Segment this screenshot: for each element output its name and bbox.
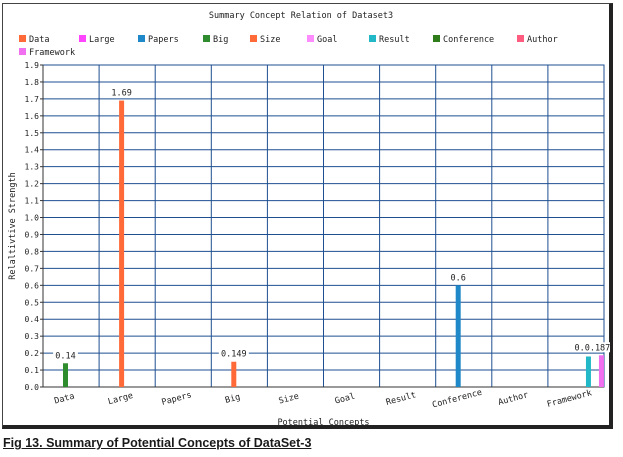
bar-framework-framework	[598, 355, 604, 387]
x-tick-label-data: Data	[53, 392, 75, 407]
data-label-big: 0.149	[221, 350, 247, 360]
legend-swatch-author	[517, 35, 524, 42]
chart-title: Summary Concept Relation of Dataset3	[209, 11, 393, 21]
y-tick-label: 1.5	[25, 129, 40, 138]
bar-big-data	[63, 363, 68, 387]
legend-swatch-size	[250, 35, 257, 42]
x-axis-title: Potential Concepts	[277, 418, 369, 426]
bar-papers-conference	[455, 285, 461, 387]
y-tick-label: 1.7	[25, 95, 40, 104]
legend-swatch-framework	[19, 48, 26, 55]
y-tick-label: 0.4	[25, 315, 40, 324]
y-tick-label: 1.4	[25, 146, 40, 155]
x-tick-label-framework: Framework	[546, 388, 593, 410]
chart-frame: Summary Concept Relation of Dataset3 Data…	[2, 3, 613, 429]
y-tick-label: 0.9	[25, 230, 40, 239]
figure-caption: Fig 13. Summary of Potential Concepts of…	[3, 436, 312, 450]
legend-swatch-conference	[433, 35, 440, 42]
legend-label-result: Result	[379, 35, 410, 45]
x-tick-label-goal: Goal	[334, 392, 356, 407]
bar-chart: Summary Concept Relation of Dataset3 Data…	[8, 11, 610, 426]
x-tick-label-big: Big	[224, 392, 241, 406]
y-axis-title: Relaltivtive Strength	[8, 172, 18, 279]
data-label-bg	[572, 342, 610, 353]
y-tick-label: 1.0	[25, 214, 40, 223]
data-label-bg	[218, 348, 249, 359]
data-label-bg	[448, 272, 468, 283]
legend-swatch-goal	[307, 35, 314, 42]
y-tick-label: 0.0	[25, 383, 40, 392]
legend-label-conference: Conference	[443, 35, 494, 45]
x-tick-label-large: Large	[107, 391, 134, 407]
data-label-data: 0.14	[55, 351, 75, 361]
legend-label-data: Data	[29, 35, 49, 45]
bar-data-large	[119, 100, 125, 387]
x-tick-label-conference: Conference	[431, 388, 483, 411]
data-label-framework: 0.0.1872	[574, 343, 610, 353]
legend-label-size: Size	[260, 35, 280, 45]
x-tick-label-author: Author	[497, 390, 529, 408]
x-tick-label-result: Result	[385, 390, 417, 408]
y-tick-label: 0.8	[25, 247, 40, 256]
legend-label-large: Large	[89, 35, 115, 45]
y-tick-label: 0.5	[25, 298, 40, 307]
y-tick-label: 0.2	[25, 349, 40, 358]
bar-size-big	[231, 361, 237, 387]
legend-label-papers: Papers	[148, 35, 179, 45]
x-tick-label-papers: Papers	[161, 390, 193, 408]
x-tick-label-size: Size	[278, 392, 300, 407]
data-label-conference: 0.6	[451, 273, 466, 283]
y-tick-label: 1.1	[25, 197, 40, 206]
y-tick-label: 1.3	[25, 163, 40, 172]
legend-label-author: Author	[527, 35, 558, 45]
y-tick-label: 0.6	[25, 281, 40, 290]
data-label-bg	[53, 350, 78, 361]
legend-label-big: Big	[213, 35, 228, 45]
legend-swatch-papers	[138, 35, 145, 42]
legend-swatch-large	[79, 35, 86, 42]
legend-swatch-data	[19, 35, 26, 42]
y-tick-label: 1.6	[25, 112, 40, 121]
legend-label-framework: Framework	[29, 48, 75, 58]
legend-swatch-result	[369, 35, 376, 42]
y-tick-label: 1.2	[25, 180, 40, 189]
y-tick-label: 0.3	[25, 332, 40, 341]
y-tick-label: 0.7	[25, 264, 40, 273]
y-tick-label: 1.8	[25, 78, 40, 87]
legend-label-goal: Goal	[317, 35, 337, 45]
data-label-large: 1.69	[111, 89, 131, 99]
legend-swatch-big	[203, 35, 210, 42]
y-tick-label: 0.1	[25, 366, 40, 375]
bar-result-framework	[585, 356, 591, 387]
y-tick-label: 1.9	[25, 61, 40, 70]
data-label-bg	[109, 87, 134, 98]
